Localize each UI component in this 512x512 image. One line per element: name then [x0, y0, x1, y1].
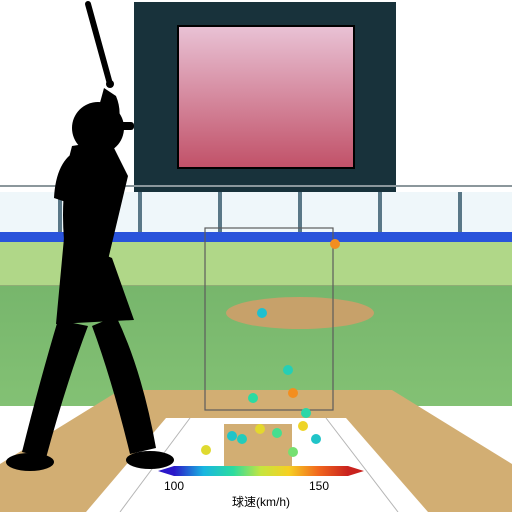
colorbar-tick: 100 — [164, 479, 184, 493]
pitch-marker — [227, 431, 237, 441]
colorbar-tick: 150 — [309, 479, 329, 493]
pitch-marker — [311, 434, 321, 444]
pitch-marker — [248, 393, 258, 403]
colorbar — [174, 466, 348, 476]
colorbar-label: 球速(km/h) — [232, 495, 290, 509]
pitch-marker — [330, 239, 340, 249]
pitch-marker — [272, 428, 282, 438]
pitch-marker — [288, 388, 298, 398]
pitch-marker — [255, 424, 265, 434]
pitch-marker — [283, 365, 293, 375]
pitch-marker — [201, 445, 211, 455]
pitch-marker — [301, 408, 311, 418]
pitch-marker — [288, 447, 298, 457]
pitch-marker — [257, 308, 267, 318]
pitch-marker — [298, 421, 308, 431]
pitch-marker — [237, 434, 247, 444]
